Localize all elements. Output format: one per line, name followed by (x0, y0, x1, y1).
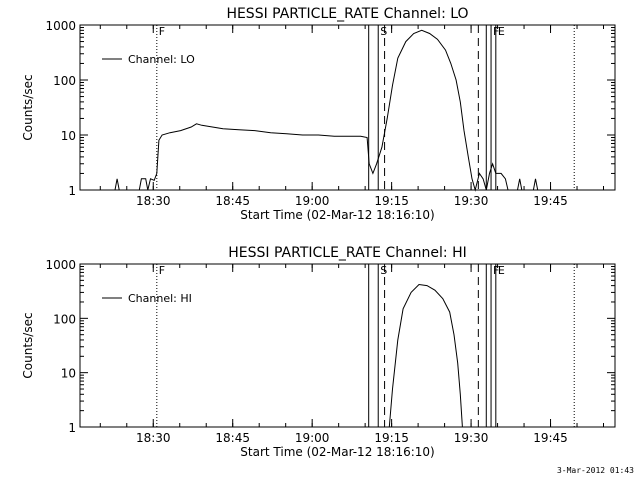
x-tick-label: 19:30 (454, 431, 489, 445)
plot-frame (79, 263, 616, 428)
y-tick-label: 1 (68, 421, 76, 435)
plot-frame (79, 24, 616, 191)
legend-label: Channel: LO (128, 53, 195, 66)
x-tick-label: 18:30 (136, 431, 171, 445)
x-axis-label: Start Time (02-Mar-12 18:16:10) (240, 445, 434, 459)
y-tick-label: 10 (61, 129, 76, 143)
y-tick-label: 1 (68, 184, 76, 198)
print-timestamp: 3-Mar-2012 01:43 (556, 466, 634, 475)
chart-title: HESSI PARTICLE_RATE Channel: LO (226, 6, 468, 22)
x-tick-label: 19:45 (533, 194, 568, 208)
marker-label: S (380, 264, 387, 277)
x-tick-label: 19:45 (533, 431, 568, 445)
series-line-1 (388, 283, 463, 428)
x-tick-label: 18:45 (215, 431, 250, 445)
chart-panel-1: HESSI PARTICLE_RATE Channel: LO Counts/se… (21, 6, 616, 222)
marker-label: S (380, 25, 387, 38)
legend-label: Channel: HI (128, 292, 192, 305)
y-tick-label: 10 (61, 367, 76, 381)
marker-label: E (498, 25, 505, 38)
chart-panel-2: HESSI PARTICLE_RATE Channel: HI Counts/se… (21, 245, 616, 459)
x-tick-label: 19:00 (295, 431, 330, 445)
y-tick-label: 1000 (45, 19, 76, 33)
x-axis-label: Start Time (02-Mar-12 18:16:10) (240, 208, 434, 222)
chart-title: HESSI PARTICLE_RATE Channel: HI (228, 245, 466, 261)
x-tick-label: 19:15 (374, 194, 409, 208)
y-axis-label: Counts/sec (21, 74, 35, 140)
y-tick-label: 100 (53, 312, 76, 326)
y-tick-label: 1000 (45, 258, 76, 272)
y-axis-label: Counts/sec (21, 312, 35, 378)
x-tick-label: 18:30 (136, 194, 171, 208)
x-tick-label: 19:30 (454, 194, 489, 208)
marker-label: F (159, 264, 165, 277)
series-line-1 (114, 29, 615, 192)
x-tick-label: 19:00 (295, 194, 330, 208)
x-tick-label: 19:15 (374, 431, 409, 445)
marker-label: F (159, 25, 165, 38)
x-tick-label: 18:45 (215, 194, 250, 208)
marker-label: E (498, 264, 505, 277)
y-tick-label: 100 (53, 74, 76, 88)
